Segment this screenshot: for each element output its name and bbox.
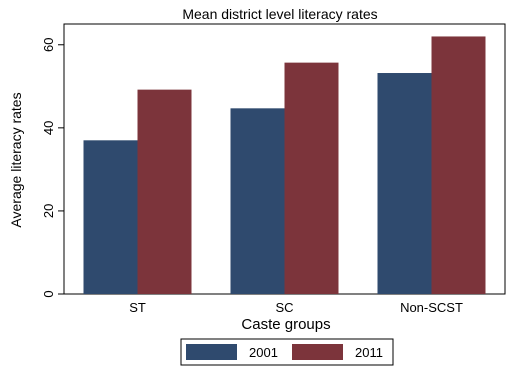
- x-tick-label: SC: [275, 300, 293, 315]
- x-tick-label: ST: [129, 300, 146, 315]
- bar-sc-2001: [230, 108, 285, 294]
- y-axis-label: Average literacy rates: [8, 92, 24, 227]
- bar-non-scst-2011: [431, 36, 486, 294]
- bar-st-2011: [137, 89, 192, 294]
- chart-title: Mean district level literacy rates: [182, 6, 377, 22]
- y-tick-label: 0: [41, 290, 56, 297]
- bar-non-scst-2001: [377, 73, 432, 294]
- legend-swatch-2011: [292, 344, 343, 360]
- legend-label-2001: 2001: [249, 345, 278, 360]
- legend-swatch-2001: [186, 344, 237, 360]
- y-tick-label: 60: [41, 38, 56, 52]
- bar-sc-2011: [284, 62, 339, 294]
- y-tick-label: 20: [41, 204, 56, 218]
- y-axis-ticks: 0 20 40 60: [41, 38, 64, 298]
- y-tick-label: 40: [41, 121, 56, 135]
- bars-group: [83, 36, 486, 294]
- legend: 2001 2011: [180, 338, 394, 366]
- x-axis-label: Caste groups: [241, 316, 330, 333]
- x-axis-ticks: ST SC Non-SCST: [129, 300, 463, 315]
- legend-label-2011: 2011: [355, 345, 383, 360]
- x-tick-label: Non-SCST: [400, 300, 463, 315]
- bar-st-2001: [83, 140, 138, 294]
